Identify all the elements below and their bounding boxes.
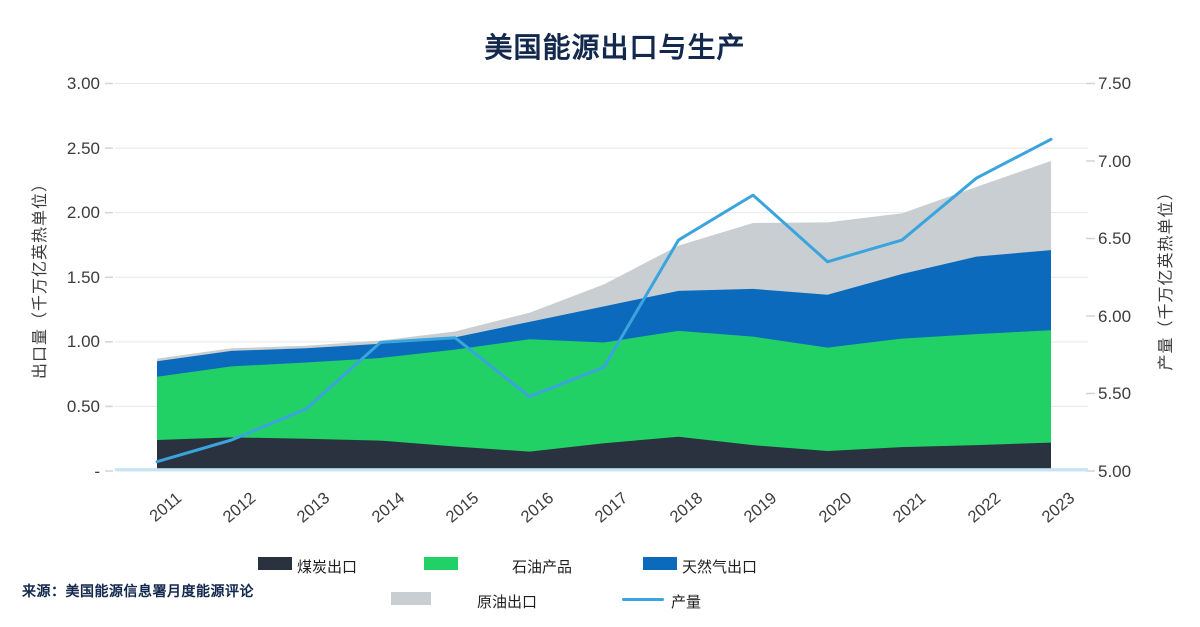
y-right-tick-label: 6.50 — [1098, 229, 1132, 248]
legend-label: 产量 — [671, 594, 702, 611]
y-right-tick-label: 5.00 — [1098, 461, 1132, 481]
legend-label: 煤炭出口 — [297, 559, 358, 576]
petroleum-swatch-icon — [424, 557, 458, 570]
y-left-tick-label: 3.00 — [66, 74, 100, 93]
y-right-tick-label: 5.50 — [1098, 384, 1132, 403]
legend-label: 石油产品 — [512, 559, 573, 576]
crude-oil-swatch-icon — [391, 592, 431, 605]
natural-gas-swatch-icon — [643, 557, 677, 570]
area-series-1 — [157, 436, 1051, 471]
legend-label: 天然气出口 — [682, 559, 758, 576]
y-left-tick-label: 2.50 — [66, 138, 100, 158]
y-axis-title-left: 出口量（千万亿英热单位） — [32, 174, 49, 380]
y-right-tick-label: 7.50 — [1098, 74, 1132, 93]
y-right-tick-label: 7.00 — [1098, 151, 1132, 171]
coal-swatch-icon — [258, 557, 292, 570]
y-left-tick-label: 1.50 — [66, 267, 100, 287]
x-axis-line — [115, 468, 1088, 472]
y-right-tick-label: 6.00 — [1098, 306, 1132, 326]
source-note: 来源：美国能源信息署月度能源评论 — [22, 583, 254, 599]
production-line-swatch-icon — [622, 598, 664, 601]
chart-title: 美国能源出口与生产 — [484, 32, 746, 63]
y-left-tick-label: - — [94, 461, 100, 481]
y-left-tick-label: 2.00 — [66, 203, 100, 223]
production-line — [155, 137, 1053, 464]
y-left-tick-label: 0.50 — [66, 396, 100, 416]
y-axis-title-right: 产量（千万亿英热单位） — [1158, 183, 1175, 371]
y-left-tick-label: 1.00 — [66, 332, 100, 352]
area-series-2 — [157, 330, 1051, 471]
legend-label: 原油出口 — [477, 594, 538, 611]
